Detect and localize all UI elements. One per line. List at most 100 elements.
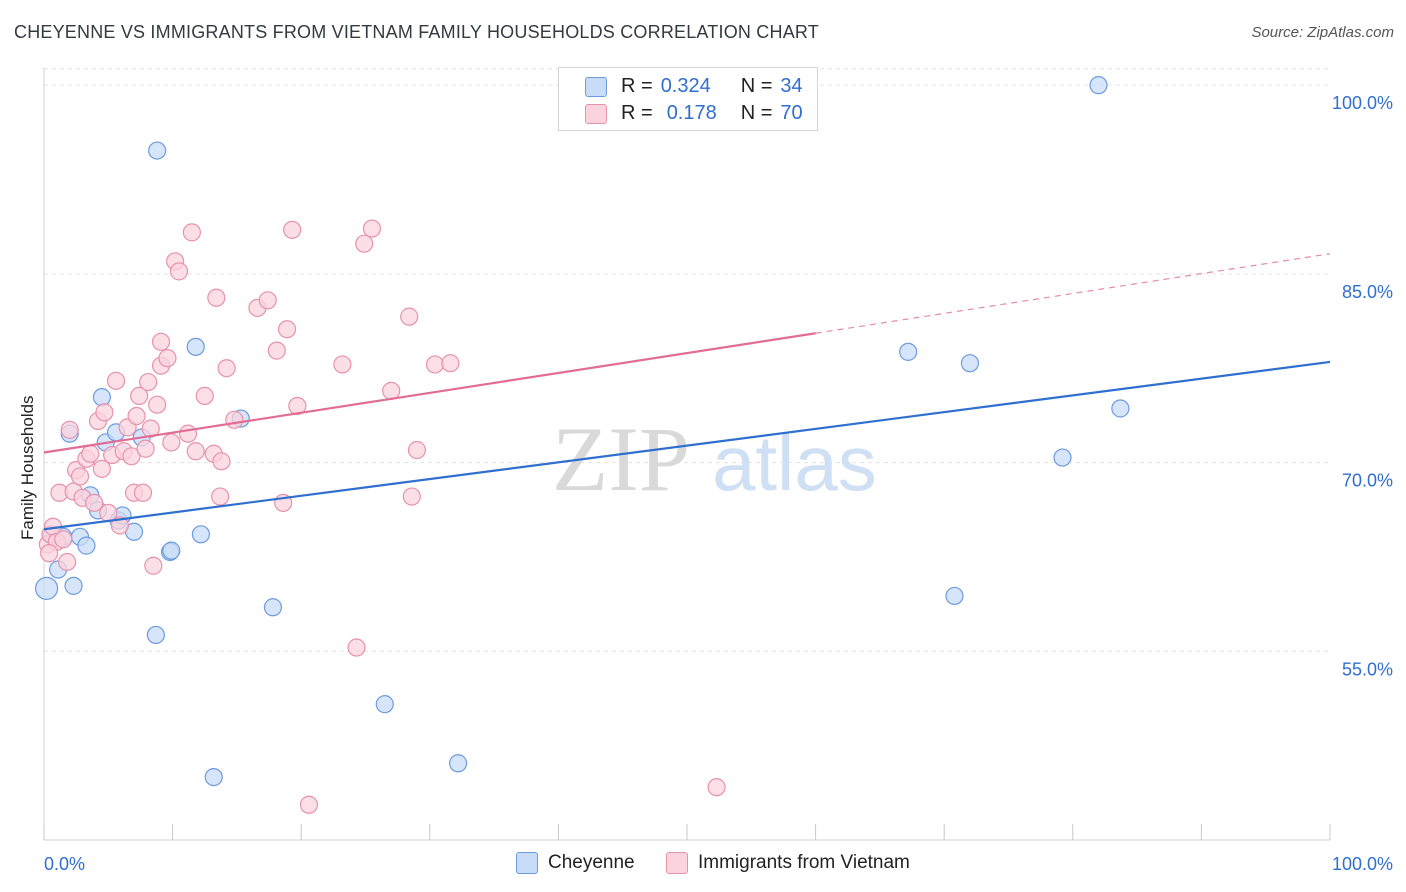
cheyenne-point-30: [1053, 448, 1072, 467]
vietnam-point-69: [40, 544, 59, 563]
cheyenne-point-26: [448, 754, 468, 773]
cheyenne-point-6: [77, 536, 96, 555]
vietnam-point-62: [400, 307, 419, 326]
stats-legend: R = 0.324 N = 34 R = 0.178 N = 70: [558, 67, 818, 131]
cheyenne-point-0: [34, 576, 59, 600]
watermark-atlas: atlas: [712, 419, 877, 507]
vietnam-point-28: [133, 483, 153, 502]
cheyenne-point-28: [945, 586, 964, 606]
y-tick-label-55: 55.0%: [1342, 659, 1393, 679]
r-label: R =: [621, 75, 653, 97]
n-value-cheyenne: 34: [780, 75, 803, 97]
vietnam-point-49: [225, 410, 244, 429]
n-label: N =: [740, 75, 773, 97]
vietnam-point-54: [277, 320, 297, 339]
cheyenne-point-29: [960, 354, 980, 373]
cheyenne-point-20: [186, 337, 205, 356]
vietnam-point-7: [60, 420, 79, 439]
vietnam-point-30: [139, 372, 158, 392]
vietnam-point-65: [425, 355, 445, 374]
vietnam-point-33: [148, 395, 167, 414]
y-tick-label-100: 100.0%: [1332, 93, 1393, 113]
vietnam-point-46: [211, 487, 230, 506]
legend-row-vietnam: R = 0.178 N = 70: [585, 102, 803, 125]
cheyenne-point-9: [92, 388, 111, 407]
cheyenne-point-24: [263, 598, 283, 617]
n-label: N =: [740, 102, 773, 124]
vietnam-point-66: [441, 354, 460, 373]
x-tick-label-0: 0.0%: [44, 854, 85, 874]
vietnam-point-36: [158, 349, 177, 368]
vietnam-point-20: [106, 371, 126, 390]
vietnam-trend-extension: [815, 253, 1331, 334]
cheyenne-point-22: [204, 767, 223, 787]
tick-labels: 0.0% 100.0% 55.0% 70.0% 85.0% 100.0%: [44, 93, 1393, 874]
y-tick-label-70: 70.0%: [1342, 471, 1393, 491]
vietnam-point-21: [110, 516, 129, 535]
vietnam-point-13: [81, 444, 100, 463]
cheyenne-point-4: [64, 576, 83, 595]
bottom-legend-swatch-cheyenne: [516, 852, 538, 874]
vietnam-point-63: [402, 487, 421, 506]
vietnam-trend-line: [43, 332, 816, 454]
r-value-cheyenne: 0.324: [660, 75, 711, 97]
cheyenne-point-32: [1111, 399, 1130, 418]
vietnam-point-14: [85, 493, 104, 512]
vietnam-point-43: [195, 386, 214, 406]
vietnam-point-59: [355, 234, 374, 253]
vietnam-point-17: [95, 403, 114, 422]
vietnam-point-32: [144, 556, 163, 575]
vietnam-point-47: [212, 452, 231, 471]
legend-swatch-vietnam: [585, 103, 607, 124]
bottom-legend-label-vietnam: Immigrants from Vietnam: [698, 852, 910, 873]
r-value-vietnam: 0.178: [666, 102, 717, 124]
chart-title: CHEYENNE VS IMMIGRANTS FROM VIETNAM FAMI…: [14, 22, 819, 42]
y-tick-label-85: 85.0%: [1342, 282, 1393, 302]
vietnam-point-55: [283, 220, 302, 239]
legend-swatch-cheyenne: [585, 76, 607, 97]
vietnam-point-16: [92, 459, 111, 478]
vietnam-point-24: [122, 447, 141, 466]
watermark: ZIP atlas: [552, 408, 877, 510]
vietnam-point-52: [267, 341, 286, 360]
bottom-legend-label-cheyenne: Cheyenne: [548, 852, 635, 873]
legend-row-cheyenne: R = 0.324 N = 34: [585, 75, 803, 98]
cheyenne-trend-line: [43, 360, 1331, 531]
vietnam-point-39: [169, 262, 189, 281]
vietnam-point-48: [217, 359, 236, 378]
cheyenne-point-19: [162, 541, 181, 560]
vietnam-point-29: [136, 439, 155, 458]
cheyenne-point-16: [146, 625, 165, 645]
source-label: Source: ZipAtlas.com: [1251, 24, 1394, 41]
vietnam-point-45: [207, 288, 226, 307]
vietnam-point-5: [54, 530, 73, 549]
vietnam-point-51: [258, 291, 277, 310]
trend-lines: [43, 253, 1331, 531]
vietnam-point-64: [407, 440, 427, 460]
x-tick-label-100: 100.0%: [1332, 854, 1393, 874]
vietnam-point-10: [70, 467, 90, 486]
grid: [44, 68, 1330, 652]
vietnam-point-42: [186, 442, 205, 461]
r-label: R =: [621, 102, 653, 124]
data-points: [34, 76, 1130, 814]
vietnam-point-58: [347, 638, 366, 657]
vietnam-point-27: [130, 386, 149, 406]
vietnam-point-41: [182, 223, 201, 242]
vietnam-point-60: [362, 219, 382, 238]
cheyenne-point-31: [1089, 76, 1108, 95]
vietnam-point-37: [162, 433, 181, 452]
axes: [43, 68, 1331, 841]
watermark-zip: ZIP: [552, 408, 690, 510]
vietnam-point-68: [707, 778, 726, 797]
vietnam-point-57: [333, 355, 352, 374]
vietnam-point-26: [127, 406, 146, 426]
cheyenne-point-27: [899, 342, 918, 361]
bottom-legend-vietnam: Immigrants from Vietnam: [666, 852, 910, 874]
bottom-legend-swatch-vietnam: [666, 852, 688, 874]
vietnam-point-6: [58, 552, 77, 572]
cheyenne-point-17: [148, 141, 167, 160]
n-value-vietnam: 70: [780, 102, 803, 124]
vietnam-point-40: [178, 424, 198, 443]
